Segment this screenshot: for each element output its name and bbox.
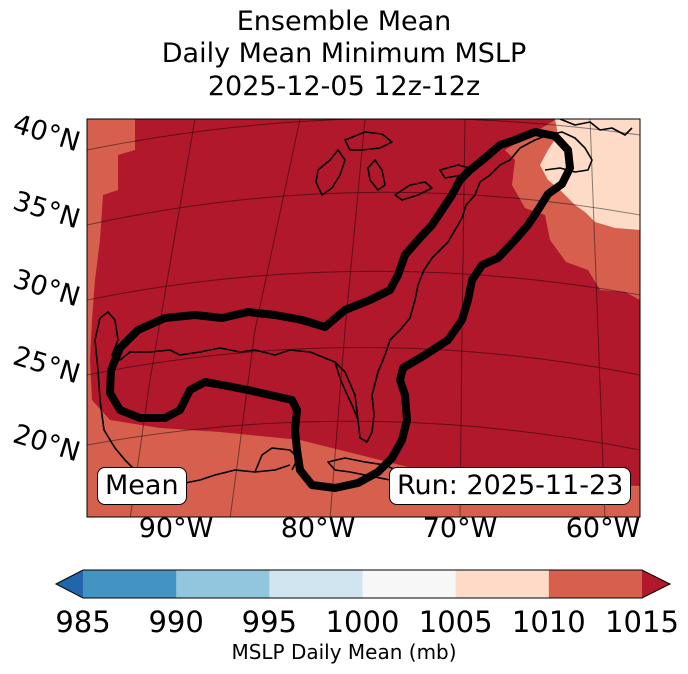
colorbar-tick-label: 990 — [148, 605, 204, 639]
title-line-3: 2025-12-05 12z-12z — [207, 71, 481, 102]
lon-label-80w: 80°W — [280, 513, 356, 544]
colorbar-tick-label: 1015 — [605, 605, 679, 639]
map-frame — [86, 118, 641, 518]
colorbar-tick-label: 1000 — [325, 605, 400, 639]
colorbar-tick-label: 995 — [241, 605, 298, 639]
colorbar-segment — [362, 570, 457, 598]
colorbar-label: MSLP Daily Mean (mb) — [231, 640, 457, 664]
colorbar-segment — [548, 570, 643, 598]
colorbar-tick-label: 1010 — [511, 605, 586, 639]
colorbar-segment — [455, 570, 550, 598]
colorbar-extend-low — [56, 570, 83, 598]
colorbar-outline — [54, 569, 672, 599]
mean-label: Mean — [97, 467, 187, 505]
lon-label-60w: 60°W — [565, 513, 641, 544]
title-line-1: Ensemble Mean — [236, 6, 452, 37]
colorbar-tick-label: 985 — [55, 605, 111, 639]
lon-label-70w: 70°W — [422, 513, 498, 544]
run-label: Run: 2025-11-23 — [389, 467, 632, 505]
colorbar-extend-high — [642, 570, 670, 598]
colorbar-tick-label: 1005 — [418, 605, 493, 639]
mean-contour — [106, 128, 574, 492]
map-panel — [86, 118, 641, 518]
title-line-2: Daily Mean Minimum MSLP — [161, 38, 527, 69]
field-1015-west — [95, 119, 215, 330]
graticule — [87, 119, 640, 517]
colorbar-segment — [176, 570, 270, 598]
colorbar — [54, 569, 672, 599]
colorbar-segment — [83, 570, 177, 598]
colorbar-segment — [269, 570, 363, 598]
lon-label-90w: 90°W — [138, 513, 214, 544]
